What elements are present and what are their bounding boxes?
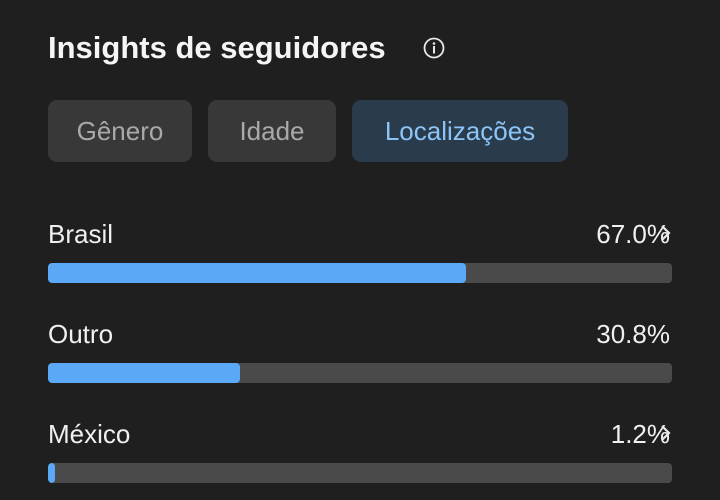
location-name: Outro — [48, 319, 114, 349]
bar — [48, 463, 56, 483]
location-name: Brasil — [48, 219, 114, 249]
chevron[interactable] — [658, 423, 672, 443]
tab[interactable]: Idade — [208, 100, 336, 162]
chevron[interactable] — [658, 223, 672, 243]
location-value: 1.2% — [610, 419, 670, 449]
location-value: 67.0% — [596, 219, 670, 249]
location-name: México — [48, 419, 131, 449]
info-icon[interactable] — [423, 37, 445, 59]
bar — [48, 363, 241, 383]
bar-track — [48, 263, 672, 283]
title: Insights de seguidores — [48, 30, 386, 65]
tab[interactable]: Gênero — [48, 100, 192, 162]
bar-track — [48, 463, 672, 483]
bar-track — [48, 363, 672, 383]
tab[interactable]: Localizações — [352, 100, 568, 162]
location-value: 30.8% — [596, 319, 670, 349]
bar — [48, 263, 467, 283]
